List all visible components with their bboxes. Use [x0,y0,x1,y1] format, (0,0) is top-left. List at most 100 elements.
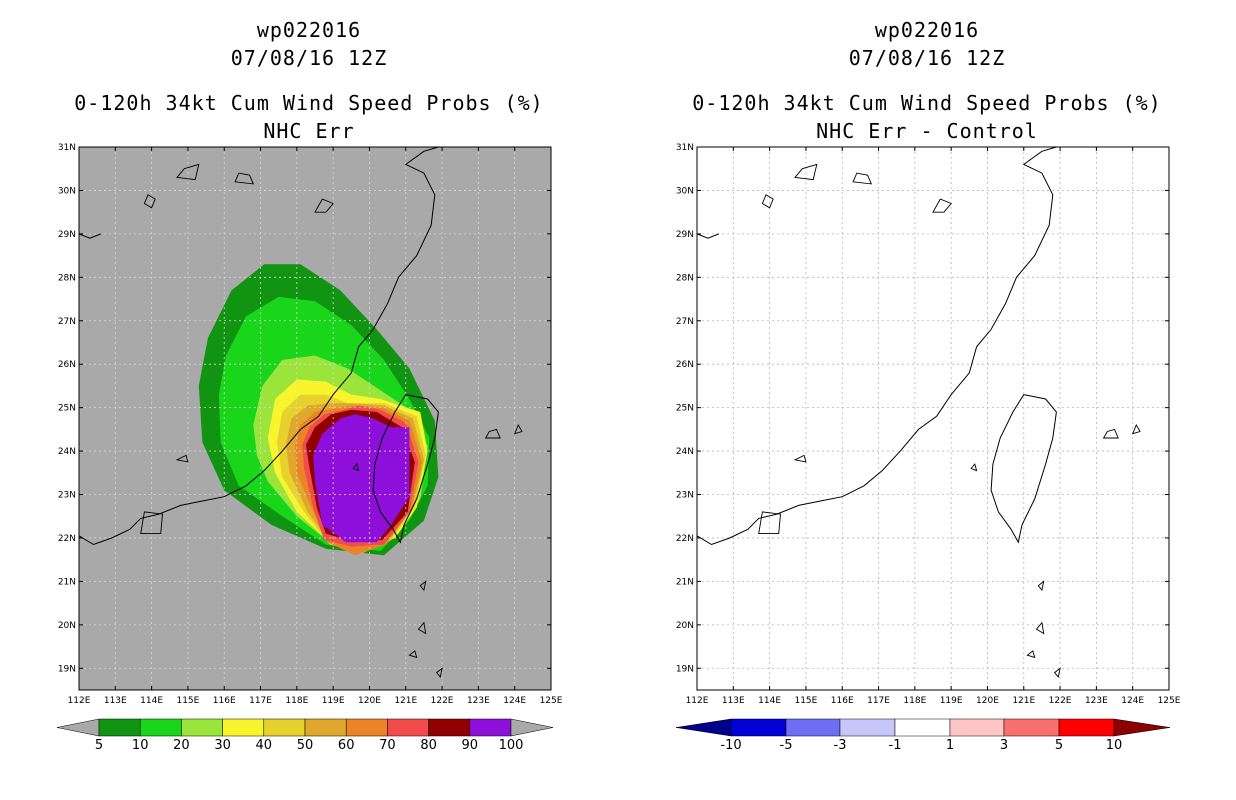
left-lon-label: 115E [176,696,199,706]
right-colorbar-label: -1 [889,738,902,753]
right-colorbar-below-arrow [675,718,732,737]
right-coastline-island [970,463,978,472]
left-lat-label: 20N [58,621,76,631]
right-colorbar-swatch [949,718,1005,737]
right-lat-label: 26N [676,360,694,370]
left-lat-label: 29N [58,230,76,240]
left-colorbar-label: 90 [462,738,479,753]
left-coastline-inland [78,233,101,239]
left-colorbar-swatch [304,718,347,737]
right-colorbar-label: -5 [780,738,793,753]
left-lat-label: 27N [58,317,76,327]
right-coastline-island [852,172,873,185]
left-colorbar-label: 50 [297,738,314,753]
right-lon-label: 120E [976,696,999,706]
left-prob-contour [313,414,410,543]
left-colorbar-below-arrow [56,718,100,737]
right-lat-label: 30N [676,186,694,196]
right-coastline-island [794,163,818,181]
left-title-product: 0-120h 34kt Cum Wind Speed Probs (%) [74,91,544,115]
right-colorbar-swatch [839,718,896,737]
right-coastline-island [1053,667,1061,678]
left-lat-label: 30N [58,186,76,196]
left-colorbar-label: 100 [499,738,524,753]
left-lon-label: 112E [68,696,91,706]
right-coastline-island [758,511,781,535]
left-lon-label: 124E [503,696,526,706]
left-colorbar-label: 70 [379,738,396,753]
left-panel: wp022016 07/08/16 12Z 0-120h 34kt Cum Wi… [56,18,563,753]
left-coastline-island [140,511,163,535]
left-colorbar-label: 5 [95,738,103,753]
right-lat-label: 22N [676,534,694,544]
right-colorbar-swatch [785,718,841,737]
right-colorbar-label: 10 [1106,738,1123,753]
left-colorbar-label: 10 [132,738,149,753]
right-lon-label: 124E [1121,696,1144,706]
right-lon-label: 119E [940,696,963,706]
right-lon-label: 123E [1085,696,1108,706]
right-lat-label: 23N [676,491,694,501]
right-coastline-taiwan [990,394,1057,544]
right-lon-label: 118E [903,696,926,706]
right-title-time: 07/08/16 12Z [848,46,1006,70]
right-colorbar-swatch [894,718,951,737]
left-lat-label: 26N [58,360,76,370]
left-lon-label: 113E [104,696,127,706]
left-coastline-island [176,163,200,181]
right-colorbar-label: 3 [1000,738,1008,753]
left-coastline-island [143,194,156,209]
left-coastline-mainland [78,146,439,546]
left-lat-label: 25N [58,404,76,414]
right-colorbar-above-arrow [1113,718,1171,737]
left-coastline-island [484,428,501,439]
right-colorbar-label: -10 [720,738,741,753]
left-colorbar-swatch [181,718,223,737]
left-lat-label: 31N [58,143,76,153]
left-map-plot: 112E 113E 114E 115E 116E 117E 118E 119E 120E 121E… [56,143,563,753]
left-title-time: 07/08/16 12Z [230,46,388,70]
left-coastline-island [417,621,427,635]
right-coastline-island [1026,650,1036,659]
right-lon-label: 114E [758,696,781,706]
left-colorbar-label: 60 [338,738,355,753]
left-lat-label: 19N [58,664,76,674]
right-lat-label: 28N [676,273,694,283]
right-colorbar-label: 5 [1055,738,1063,753]
right-lon-label: 115E [794,696,817,706]
right-lat-label: 27N [676,317,694,327]
left-colorbar-label: 80 [420,738,437,753]
right-coastline-island [1037,580,1045,592]
right-title-storm: wp022016 [874,18,980,42]
right-lon-label: 116E [831,696,854,706]
right-panel: wp022016 07/08/16 12Z 0-120h 34kt Cum Wi… [618,0,1236,800]
right-lon-label: 112E [686,696,709,706]
left-lat-label: 24N [58,447,76,457]
left-colorbar-label: 20 [173,738,190,753]
right-colorbar-swatch [1058,718,1115,737]
left-coastline-island [352,463,360,472]
right-coastline-mainland [696,146,1057,546]
right-lat-label: 19N [676,664,694,674]
left-lon-label: 125E [540,696,563,706]
left-lon-label: 122E [431,696,454,706]
right-lat-label: 25N [676,404,694,414]
left-title-storm: wp022016 [256,18,362,42]
right-coastline-island [932,198,952,213]
right-title-product: 0-120h 34kt Cum Wind Speed Probs (%) [692,91,1162,115]
left-lat-label: 21N [58,577,76,587]
left-coastline-taiwan [372,394,439,544]
left-lon-label: 121E [394,696,417,706]
right-coastline-island [761,194,774,209]
left-lat-label: 22N [58,534,76,544]
left-lon-label: 117E [249,696,272,706]
right-lon-label: 113E [722,696,745,706]
right-colorbar-swatch [730,718,787,737]
right-lon-label: 122E [1049,696,1072,706]
left-coastline-island [408,650,418,659]
left-lat-label: 23N [58,491,76,501]
left-lat-label: 28N [58,273,76,283]
right-map-frame [696,146,1170,691]
left-map-frame [78,146,552,691]
right-coastline-island [1035,621,1045,635]
